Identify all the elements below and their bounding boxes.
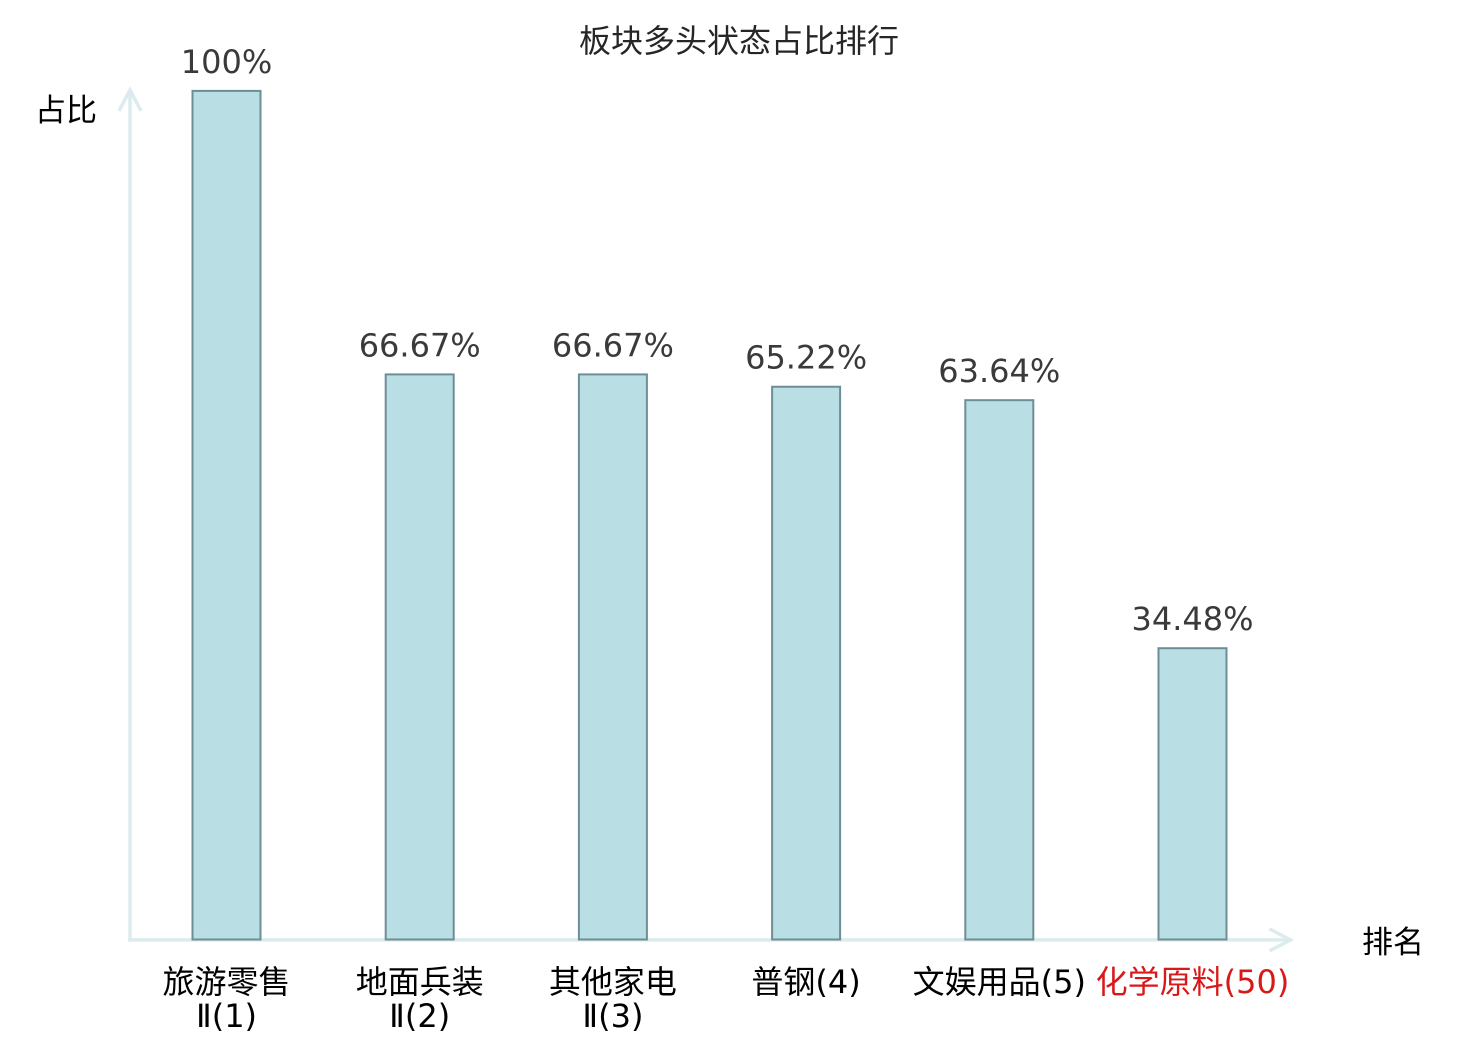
axes xyxy=(117,86,1295,953)
x-tick-label: 文娱用品(5) xyxy=(913,963,1086,1001)
bar xyxy=(1157,647,1228,941)
x-tick-label: 普钢(4) xyxy=(751,963,860,1001)
bar xyxy=(384,373,455,941)
value-label: 63.64% xyxy=(938,352,1060,390)
bars xyxy=(191,89,1228,941)
chart-title: 板块多头状态占比排行 xyxy=(579,22,899,60)
value-label: 66.67% xyxy=(359,326,481,364)
x-tick-label: Ⅱ(1) xyxy=(196,997,257,1035)
x-axis-arrowhead-icon xyxy=(1268,927,1295,953)
bar xyxy=(964,399,1035,941)
bar xyxy=(577,373,648,941)
x-tick-label: 化学原料(50) xyxy=(1096,963,1290,1001)
x-tick-label: Ⅱ(2) xyxy=(389,997,450,1035)
x-axis-label: 排名 xyxy=(1362,925,1424,961)
x-tick-label: 旅游零售 xyxy=(162,963,290,1001)
x-tick-label: Ⅱ(3) xyxy=(582,997,643,1035)
y-axis-arrowhead-icon xyxy=(117,86,143,112)
bar xyxy=(771,385,842,941)
value-label: 100% xyxy=(181,43,272,81)
value-label: 65.22% xyxy=(745,339,867,377)
y-axis-label: 占比 xyxy=(35,93,97,129)
x-tick-label: 其他家电 xyxy=(549,963,677,1001)
value-label: 66.67% xyxy=(552,326,674,364)
value-label: 34.48% xyxy=(1131,600,1253,638)
bar xyxy=(191,89,262,941)
x-tick-label: 地面兵装 xyxy=(356,963,484,1001)
